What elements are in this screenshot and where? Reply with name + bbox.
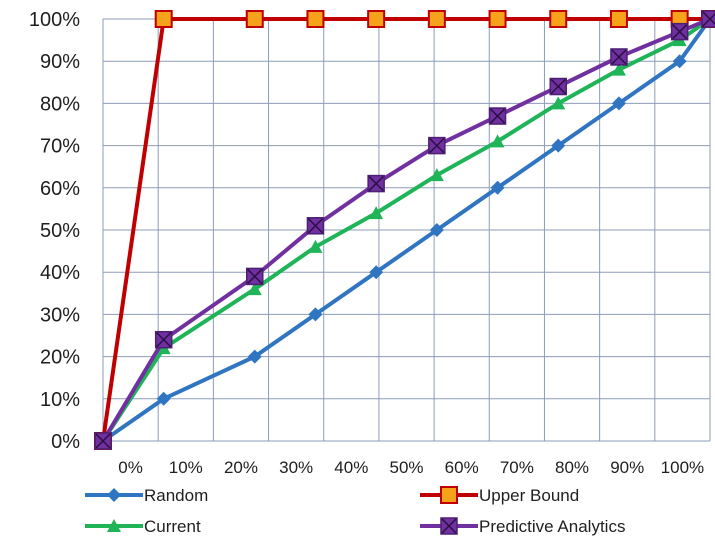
x-tick-label: 80% — [555, 458, 589, 477]
series-lines — [94, 10, 715, 450]
data-point-random — [611, 96, 626, 111]
y-tick-label: 80% — [40, 93, 80, 115]
x-tick-label: 40% — [334, 458, 368, 477]
data-point-current — [308, 239, 323, 253]
legend-marker-upper-bound — [440, 486, 458, 504]
data-point-upper-bound — [306, 10, 325, 28]
legend-marker-random — [107, 488, 121, 502]
y-tick-label: 100% — [29, 9, 80, 31]
legend: Random Upper Bound Current Predictive Analy… — [85, 486, 625, 536]
series-predictive-analytics — [94, 10, 715, 450]
x-tick-label: 90% — [610, 458, 644, 477]
data-point-current — [490, 134, 505, 148]
data-point-predictive-analytics-x — [307, 218, 323, 234]
legend-label-upper-bound: Upper Bound — [479, 486, 579, 505]
y-tick-label: 20% — [40, 347, 80, 369]
data-point-current — [551, 96, 566, 110]
legend-label-random: Random — [144, 486, 208, 505]
data-point-random — [247, 349, 262, 364]
legend-item-current: Current — [85, 517, 201, 536]
data-point-predictive-analytics-x — [368, 176, 384, 192]
data-point-upper-bound — [427, 10, 446, 28]
data-point-random — [672, 54, 687, 69]
legend-marker-predictive-analytics-x — [441, 518, 457, 534]
y-tick-label: 50% — [40, 220, 80, 242]
y-tick-label: 30% — [40, 304, 80, 326]
legend-item-upper-bound: Upper Bound — [420, 486, 579, 505]
y-tick-label: 90% — [40, 51, 80, 73]
y-tick-label: 60% — [40, 178, 80, 200]
legend-item-predictive-analytics: Predictive Analytics — [420, 517, 625, 536]
data-point-random — [429, 223, 444, 237]
legend-item-random: Random — [85, 486, 208, 505]
data-point-current — [611, 62, 626, 76]
y-tick-label: 70% — [40, 136, 80, 158]
legend-label-predictive-analytics: Predictive Analytics — [479, 517, 625, 536]
data-point-upper-bound — [609, 10, 628, 28]
data-point-upper-bound — [549, 10, 568, 28]
x-tick-label: 60% — [445, 458, 479, 477]
data-point-random — [308, 307, 323, 322]
x-tick-label: 100% — [661, 458, 704, 477]
data-point-upper-bound — [154, 10, 173, 28]
x-axis-tick-labels: 0% 10% 20% 30% 40% 50% 60% 70% 80% 90% 100% — [118, 458, 704, 477]
data-point-predictive-analytics-x — [550, 78, 566, 95]
x-tick-label: 0% — [118, 458, 143, 477]
data-point-random — [490, 180, 505, 195]
legend-marker-current — [107, 519, 121, 532]
data-point-predictive-analytics-x — [95, 433, 111, 449]
data-point-predictive-analytics-x — [672, 24, 688, 40]
x-tick-label: 30% — [279, 458, 313, 477]
data-point-predictive-analytics-x — [247, 268, 263, 284]
x-tick-label: 70% — [500, 458, 534, 477]
data-point-upper-bound — [245, 10, 264, 28]
data-point-current — [429, 168, 444, 182]
x-tick-label: 50% — [389, 458, 423, 477]
y-tick-label: 40% — [40, 262, 80, 284]
x-tick-label: 20% — [224, 458, 258, 477]
data-point-upper-bound — [488, 10, 507, 28]
data-point-current — [369, 206, 384, 220]
data-point-predictive-analytics-x — [490, 108, 506, 124]
data-point-random — [156, 391, 171, 406]
y-axis-tick-labels: 0% 10% 20% 30% 40% 50% 60% 70% 80% 90% 100% — [29, 9, 80, 453]
data-point-random — [369, 265, 384, 280]
data-point-current — [247, 282, 262, 296]
y-tick-label: 0% — [51, 431, 80, 453]
y-tick-label: 10% — [40, 389, 80, 411]
x-tick-label: 10% — [169, 458, 203, 477]
data-point-upper-bound — [367, 10, 386, 28]
data-point-predictive-analytics-x — [156, 332, 172, 348]
data-point-predictive-analytics-x — [611, 49, 627, 65]
data-point-random — [551, 138, 566, 153]
legend-label-current: Current — [144, 517, 201, 536]
grid-lines — [102, 18, 711, 442]
data-point-predictive-analytics-x — [429, 138, 445, 154]
